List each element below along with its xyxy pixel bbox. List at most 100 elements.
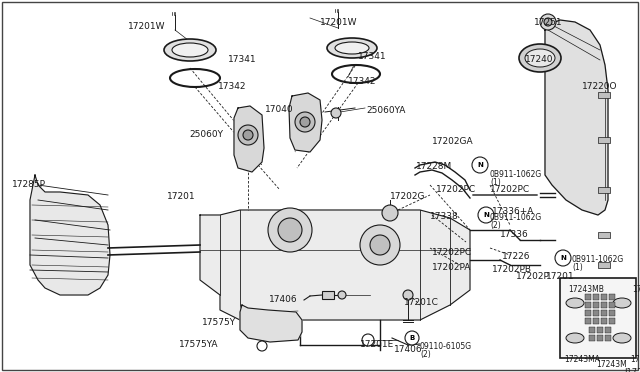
Text: 17341: 17341 bbox=[228, 55, 257, 64]
Circle shape bbox=[278, 218, 302, 242]
Bar bbox=[597, 327, 603, 333]
Circle shape bbox=[243, 130, 253, 140]
Bar bbox=[598, 232, 610, 238]
Polygon shape bbox=[240, 305, 302, 342]
Ellipse shape bbox=[613, 333, 631, 343]
Bar bbox=[589, 327, 595, 333]
Text: 17243MA: 17243MA bbox=[630, 355, 640, 364]
Circle shape bbox=[257, 341, 267, 351]
Text: (2): (2) bbox=[420, 350, 431, 359]
Text: 17336+A: 17336+A bbox=[492, 207, 534, 216]
Ellipse shape bbox=[335, 42, 369, 54]
Text: 17406: 17406 bbox=[394, 345, 422, 354]
Circle shape bbox=[331, 108, 341, 118]
Text: 17240: 17240 bbox=[525, 55, 554, 64]
Text: 17243M: 17243M bbox=[596, 360, 627, 369]
Circle shape bbox=[295, 112, 315, 132]
Text: 17342: 17342 bbox=[218, 82, 246, 91]
Ellipse shape bbox=[613, 298, 631, 308]
Text: 17202P: 17202P bbox=[516, 272, 550, 281]
Bar bbox=[609, 310, 615, 316]
Circle shape bbox=[370, 235, 390, 255]
Text: 0B911-1062G: 0B911-1062G bbox=[572, 255, 624, 264]
Bar bbox=[605, 327, 611, 333]
Text: 17202GA: 17202GA bbox=[432, 137, 474, 146]
Text: (2): (2) bbox=[490, 221, 500, 230]
Text: 17220O: 17220O bbox=[582, 82, 618, 91]
Circle shape bbox=[362, 334, 374, 346]
Text: 17338: 17338 bbox=[430, 212, 459, 221]
Bar bbox=[597, 335, 603, 341]
Polygon shape bbox=[30, 175, 110, 295]
Text: 17243MA: 17243MA bbox=[564, 355, 600, 364]
Text: (1): (1) bbox=[490, 178, 500, 187]
Circle shape bbox=[360, 225, 400, 265]
Text: 17228M: 17228M bbox=[416, 162, 452, 171]
Circle shape bbox=[238, 125, 258, 145]
Text: 17202PB: 17202PB bbox=[492, 265, 532, 274]
Bar bbox=[601, 318, 607, 324]
Ellipse shape bbox=[519, 44, 561, 72]
Text: 17201: 17201 bbox=[546, 272, 575, 281]
Circle shape bbox=[472, 157, 488, 173]
Text: 17201: 17201 bbox=[168, 192, 196, 201]
Text: 17575Y: 17575Y bbox=[202, 318, 236, 327]
Circle shape bbox=[540, 14, 556, 30]
Circle shape bbox=[268, 208, 312, 252]
Bar bbox=[585, 302, 591, 308]
Bar bbox=[593, 310, 599, 316]
Circle shape bbox=[403, 290, 413, 300]
Bar bbox=[593, 302, 599, 308]
Text: 0B911-1062G: 0B911-1062G bbox=[490, 213, 542, 222]
Bar bbox=[605, 335, 611, 341]
Circle shape bbox=[300, 117, 310, 127]
Bar bbox=[585, 294, 591, 300]
Ellipse shape bbox=[566, 298, 584, 308]
Text: 17243MB: 17243MB bbox=[568, 285, 604, 294]
Bar bbox=[598, 187, 610, 193]
Text: 17226: 17226 bbox=[502, 252, 531, 261]
Text: 17342: 17342 bbox=[348, 77, 376, 86]
Bar bbox=[593, 294, 599, 300]
Text: 0B911-1062G: 0B911-1062G bbox=[490, 170, 542, 179]
Circle shape bbox=[478, 207, 494, 223]
Bar bbox=[560, 278, 636, 358]
Text: 17201C: 17201C bbox=[404, 298, 439, 307]
Text: 17202PC: 17202PC bbox=[436, 185, 476, 194]
Bar bbox=[598, 262, 610, 268]
Ellipse shape bbox=[525, 49, 555, 67]
Text: 17243MB: 17243MB bbox=[632, 285, 640, 294]
Text: 25060Y: 25060Y bbox=[189, 130, 223, 139]
Text: 09110-6105G: 09110-6105G bbox=[420, 342, 472, 351]
Bar bbox=[609, 294, 615, 300]
Polygon shape bbox=[234, 106, 264, 172]
Text: J17200C2: J17200C2 bbox=[624, 368, 640, 372]
Text: 17202PA: 17202PA bbox=[432, 263, 472, 272]
Text: 17201W: 17201W bbox=[127, 22, 165, 31]
Bar bbox=[585, 318, 591, 324]
Text: 17285P: 17285P bbox=[12, 180, 46, 189]
Ellipse shape bbox=[172, 43, 208, 57]
Bar bbox=[601, 302, 607, 308]
Text: 17201E: 17201E bbox=[360, 340, 394, 349]
Circle shape bbox=[338, 291, 346, 299]
Text: N: N bbox=[560, 255, 566, 261]
Ellipse shape bbox=[566, 333, 584, 343]
Bar bbox=[601, 294, 607, 300]
Bar bbox=[585, 310, 591, 316]
Circle shape bbox=[405, 331, 419, 345]
Text: 17201W: 17201W bbox=[320, 18, 358, 27]
Text: 17341: 17341 bbox=[358, 52, 387, 61]
Text: B: B bbox=[410, 335, 415, 341]
Text: (1): (1) bbox=[572, 263, 583, 272]
Bar bbox=[601, 310, 607, 316]
Bar bbox=[609, 318, 615, 324]
Bar bbox=[589, 335, 595, 341]
Circle shape bbox=[382, 205, 398, 221]
Bar bbox=[593, 318, 599, 324]
Ellipse shape bbox=[164, 39, 216, 61]
Text: N: N bbox=[483, 212, 489, 218]
Polygon shape bbox=[545, 20, 608, 215]
Circle shape bbox=[555, 250, 571, 266]
Ellipse shape bbox=[327, 38, 377, 58]
